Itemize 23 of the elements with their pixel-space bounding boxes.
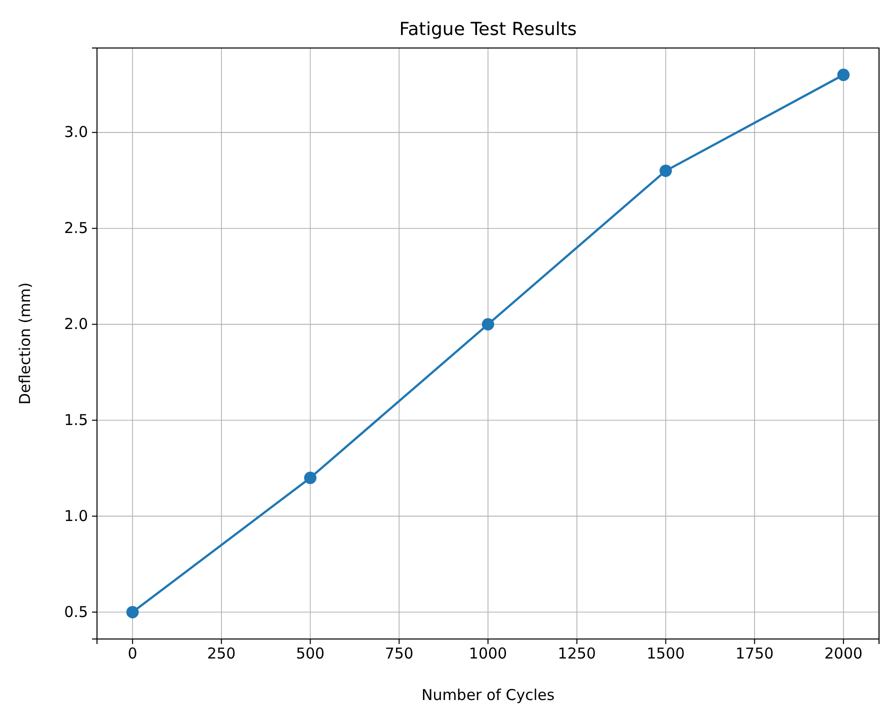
point: [482, 318, 494, 330]
point: [126, 606, 139, 618]
x-tick-label: 500: [296, 644, 325, 663]
x-tick-label: 250: [207, 644, 236, 663]
y-tick-label: 1.0: [64, 506, 88, 525]
y-tick-label: 2.5: [64, 219, 88, 238]
x-tick-label: 1250: [558, 644, 596, 663]
x-tick-label: 0: [128, 644, 138, 663]
y-tick-label: 1.5: [64, 411, 88, 430]
x-tick-label: 750: [384, 644, 414, 663]
y-tick-label: 0.5: [64, 602, 88, 621]
point: [304, 472, 316, 484]
x-tick-label: 1500: [646, 644, 685, 663]
y-tick-label: 3.0: [64, 123, 88, 142]
x-axis-title: Number of Cycles: [421, 686, 555, 704]
x-tick-label: 2000: [824, 644, 863, 663]
x-tick-label: 1750: [735, 644, 774, 663]
chart-title: Fatigue Test Results: [399, 19, 577, 40]
point: [837, 68, 850, 82]
x-tick-label: 1000: [468, 644, 508, 663]
point: [660, 164, 672, 177]
y-axis-title: Deflection (mm): [16, 282, 34, 405]
y-tick-label: 2.0: [64, 315, 88, 334]
